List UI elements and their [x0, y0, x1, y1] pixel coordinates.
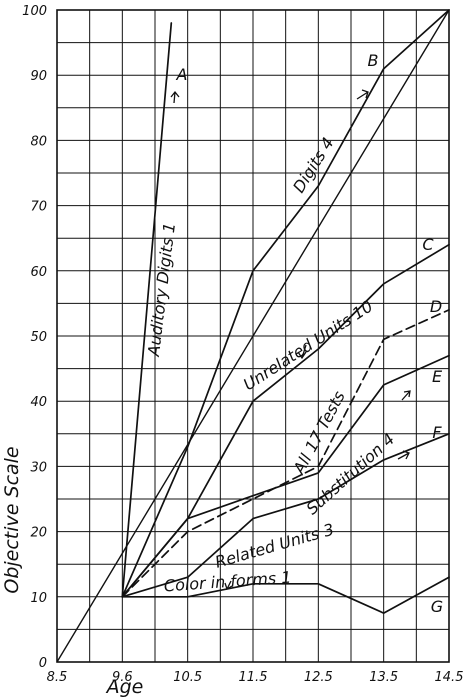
x-tick-label: 8.5 — [47, 670, 68, 685]
x-tick-label: 10.5 — [173, 670, 202, 685]
series-line-e — [121, 354, 450, 598]
y-tick-label: 70 — [30, 200, 47, 215]
label-arrow-a — [170, 90, 180, 104]
series-line-f — [121, 432, 450, 598]
reference-diagonal — [56, 9, 450, 663]
label-arrow-c — [297, 344, 307, 360]
y-tick-label: 50 — [30, 330, 47, 345]
series-letter-g: G — [431, 597, 443, 616]
y-tick-label: 100 — [22, 4, 47, 19]
reference-line — [56, 9, 450, 663]
x-axis-title: Age — [105, 676, 144, 698]
series-label-g: Color in forms 1 — [163, 568, 292, 596]
x-tick-label: 9.6 — [112, 670, 133, 685]
series-letter-e: E — [432, 367, 443, 386]
grid — [56, 9, 450, 663]
series-line-d — [121, 309, 450, 598]
series-line-g — [121, 576, 450, 614]
y-tick-label: 20 — [30, 526, 47, 541]
tick-labels: 0 10 20 30 40 50 60 70 80 90 100 8.5 9.6 10.5 11.5 12.5… — [22, 4, 463, 685]
label-arrow-g — [224, 580, 233, 590]
label-arrow-f — [397, 450, 410, 460]
y-tick-label: 90 — [30, 69, 47, 84]
series-letter-c: C — [422, 235, 434, 254]
series-line-a — [121, 22, 173, 598]
series-letter-b: B — [368, 51, 379, 70]
series-letter-a: A — [176, 65, 188, 84]
x-tick-label: 14.5 — [435, 670, 464, 685]
x-tick-label: 13.5 — [369, 670, 398, 685]
y-tick-label: 60 — [30, 265, 47, 280]
x-tick-label: 11.5 — [239, 670, 268, 685]
series-lines — [121, 9, 450, 614]
y-tick-label: 10 — [30, 591, 47, 606]
label-arrow-b — [356, 89, 369, 100]
label-arrow-e — [401, 390, 411, 401]
y-axis-title: Objective Scale — [1, 446, 23, 593]
series-letter-f: F — [432, 423, 442, 442]
series-label-c: Unrelated Units 10 — [240, 297, 376, 395]
plot-frame — [56, 9, 450, 663]
y-tick-label: 30 — [30, 460, 47, 475]
series-line-b — [121, 9, 450, 598]
x-tick-label: 12.5 — [304, 670, 333, 685]
y-tick-label: 40 — [30, 395, 47, 410]
series-letter-d: D — [430, 297, 442, 316]
y-tick-label: 80 — [30, 134, 47, 149]
y-tick-label: 0 — [39, 656, 47, 671]
